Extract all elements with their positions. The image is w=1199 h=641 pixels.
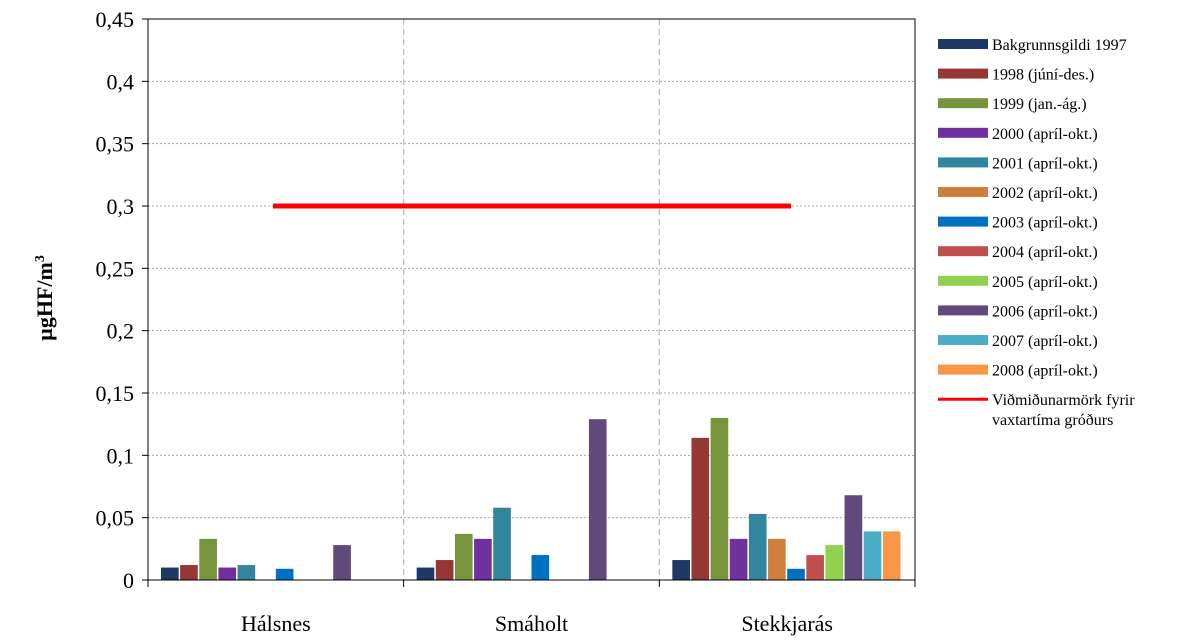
y-axis-label: µgHF/m3 xyxy=(32,255,57,341)
bar xyxy=(493,507,511,580)
bar xyxy=(729,538,748,580)
legend-label: 2008 (apríl-okt.) xyxy=(992,363,1098,380)
legend-label: 2004 (apríl-okt.) xyxy=(992,244,1098,261)
legend-label: 2006 (apríl-okt.) xyxy=(992,303,1098,320)
bar xyxy=(768,538,786,580)
plot-frame xyxy=(147,18,916,581)
legend-swatch xyxy=(938,39,988,49)
legend-label: 2002 (apríl-okt.) xyxy=(992,185,1098,202)
bar xyxy=(825,545,844,580)
axis-layer xyxy=(142,18,916,587)
y-tick-label: 0,05 xyxy=(96,506,135,531)
grid-layer xyxy=(148,18,915,519)
y-tick-label: 0,2 xyxy=(107,319,135,344)
legend-swatch xyxy=(938,335,988,345)
bar xyxy=(161,567,179,580)
bar xyxy=(882,531,901,580)
y-tick-label: 0,45 xyxy=(96,7,135,32)
bar xyxy=(863,531,882,580)
y-axis-label-superscript: 3 xyxy=(33,255,48,262)
legend-swatch xyxy=(938,275,988,286)
x-category-label: Smáholt xyxy=(495,611,568,636)
legend-label: 2001 (apríl-okt.) xyxy=(992,155,1098,172)
bar xyxy=(844,495,863,580)
x-category-label: Stekkjarás xyxy=(741,611,833,636)
bar xyxy=(275,568,294,580)
legend-label: 2003 (apríl-okt.) xyxy=(992,215,1098,232)
legend-label: Bakgrunnsgildi 1997 xyxy=(992,37,1127,54)
bar xyxy=(531,555,550,580)
x-category-labels: Hálsnes Smáholt Stekkjarás xyxy=(241,611,833,636)
y-tick-label: 0,35 xyxy=(96,132,135,157)
legend-label: 1999 (jan.-ág.) xyxy=(992,96,1087,113)
legend-swatch xyxy=(938,216,988,227)
legend: Bakgrunnsgildi 1997 1998 (júní-des.) 1999 … xyxy=(938,37,1135,429)
bar xyxy=(237,565,256,580)
legend-swatch xyxy=(938,157,988,168)
legend-swatch xyxy=(938,305,988,316)
bar xyxy=(787,568,805,580)
x-category-label: Hálsnes xyxy=(241,611,311,636)
legend-swatch xyxy=(938,127,988,138)
bar xyxy=(180,565,198,580)
bar xyxy=(474,538,492,580)
legend-swatch xyxy=(938,246,988,257)
y-tick-label: 0,25 xyxy=(96,256,135,281)
bar xyxy=(199,538,217,580)
bars xyxy=(161,417,901,580)
y-tick-label: 0,1 xyxy=(107,443,135,468)
legend-label: 2007 (apríl-okt.) xyxy=(992,333,1098,350)
bar xyxy=(691,437,710,580)
bar xyxy=(435,560,454,580)
bar xyxy=(806,555,824,580)
legend-label: 2000 (apríl-okt.) xyxy=(992,126,1098,143)
bar xyxy=(710,417,729,580)
legend-swatch xyxy=(938,98,988,109)
legend-swatch xyxy=(938,68,988,79)
y-axis-label-text: µgHF/m xyxy=(32,262,57,341)
category-separators xyxy=(403,19,660,580)
y-tick-label: 0,15 xyxy=(96,381,135,406)
y-tick-label: 0 xyxy=(123,568,134,593)
y-tick-labels: 0 0,05 0,1 0,15 0,2 0,25 0,3 0,35 0,4 0,45 xyxy=(96,7,135,593)
y-tick-label: 0,4 xyxy=(107,69,135,94)
bar xyxy=(218,567,237,580)
legend-swatch xyxy=(938,364,988,375)
bar xyxy=(588,419,607,580)
y-tick-label: 0,3 xyxy=(107,194,135,219)
bar xyxy=(333,545,351,580)
legend-label: 1998 (júní-des.) xyxy=(992,67,1094,84)
legend-threshold-label: Viðmiðunarmörk fyrir xyxy=(992,392,1135,409)
legend-label: 2005 (apríl-okt.) xyxy=(992,274,1098,291)
bar xyxy=(416,567,435,580)
bar xyxy=(454,533,473,580)
bar xyxy=(748,513,767,580)
bar xyxy=(672,560,690,580)
legend-threshold-label: vaxtartíma gróðurs xyxy=(992,412,1113,429)
legend-swatch xyxy=(938,187,988,197)
